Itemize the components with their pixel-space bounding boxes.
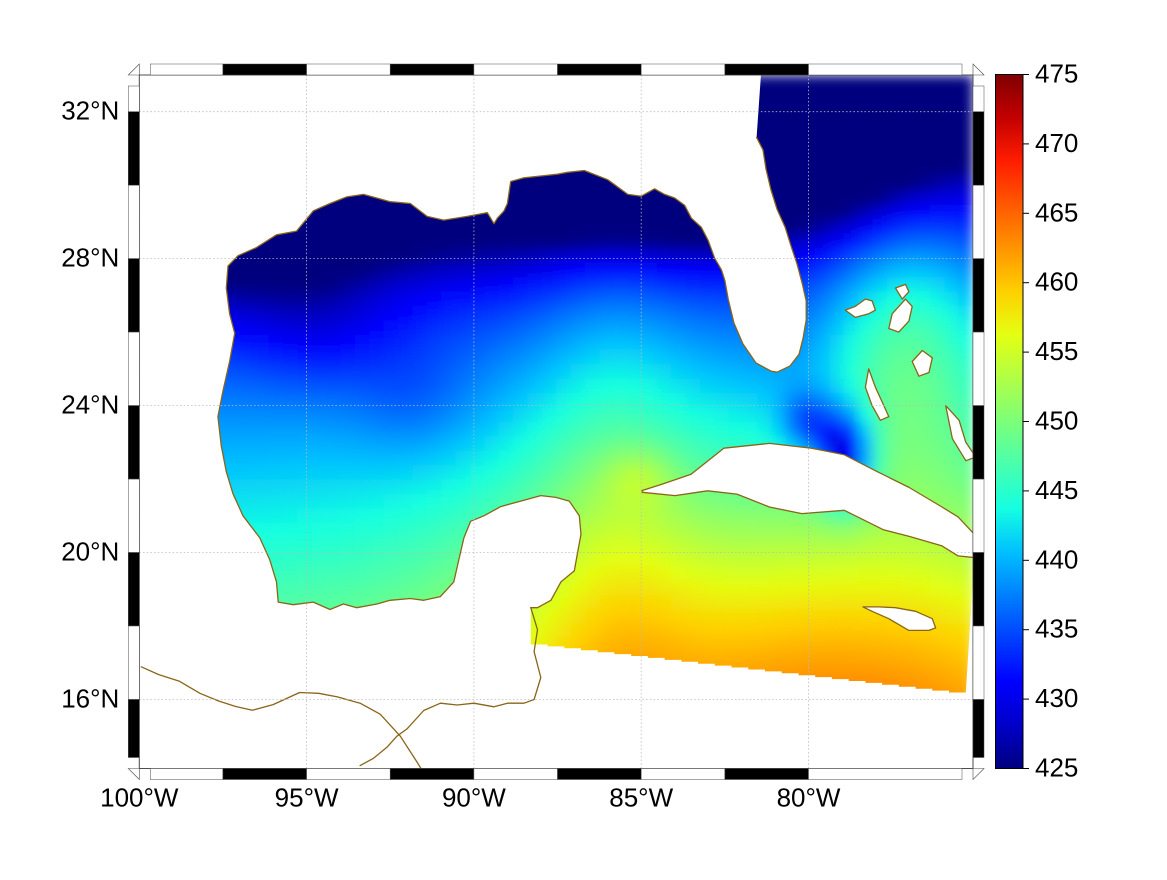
- svg-text:28°N: 28°N: [61, 243, 119, 273]
- svg-text:445: 445: [1035, 475, 1078, 505]
- svg-text:95°W: 95°W: [275, 783, 339, 813]
- svg-text:460: 460: [1035, 267, 1078, 297]
- svg-text:430: 430: [1035, 683, 1078, 713]
- svg-text:24°N: 24°N: [61, 390, 119, 420]
- svg-text:440: 440: [1035, 544, 1078, 574]
- svg-text:425: 425: [1035, 753, 1078, 783]
- svg-text:455: 455: [1035, 336, 1078, 366]
- svg-text:90°W: 90°W: [442, 783, 506, 813]
- svg-text:85°W: 85°W: [609, 783, 673, 813]
- svg-text:475: 475: [1035, 59, 1078, 89]
- svg-text:32°N: 32°N: [61, 96, 119, 126]
- svg-text:450: 450: [1035, 406, 1078, 436]
- svg-text:470: 470: [1035, 128, 1078, 158]
- svg-text:80°W: 80°W: [777, 783, 841, 813]
- svg-text:16°N: 16°N: [61, 684, 119, 714]
- svg-text:100°W: 100°W: [100, 783, 179, 813]
- svg-text:20°N: 20°N: [61, 537, 119, 567]
- svg-text:435: 435: [1035, 614, 1078, 644]
- svg-text:465: 465: [1035, 197, 1078, 227]
